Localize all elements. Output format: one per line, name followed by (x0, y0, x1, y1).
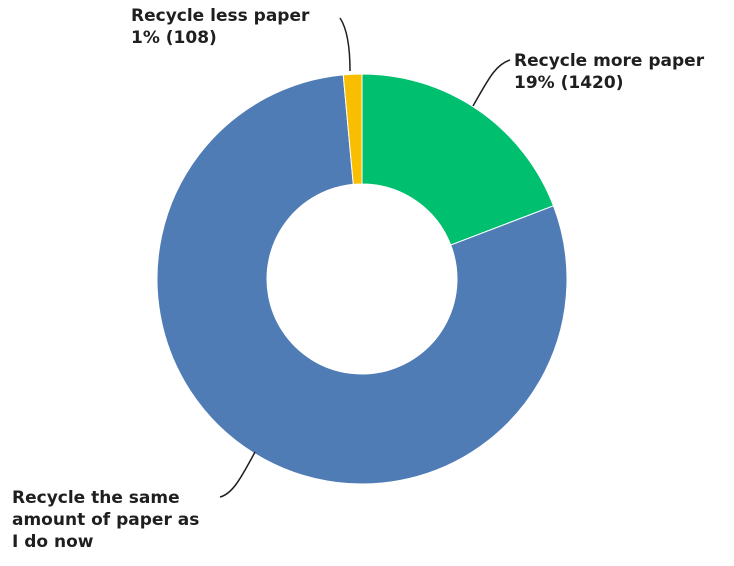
slice-label-line: Recycle the same (12, 488, 180, 508)
slice-label-line: 19% (1420) (514, 73, 623, 93)
slice-2 (156, 74, 568, 485)
leader-line-1 (472, 59, 511, 107)
slice-label-line: Recycle more paper (514, 51, 705, 71)
slice-label-line: 1% (108) (131, 28, 217, 48)
leader-line-2 (219, 451, 256, 498)
slice-label-3: Recycle less paper 1% (108) (131, 6, 310, 48)
slice-label-1: Recycle more paper 19% (1420) (514, 51, 705, 93)
slice-labels: Recycle more paper 19% (1420) Recycle the … (12, 6, 705, 552)
leader-line-3 (339, 17, 351, 72)
leader-lines (219, 17, 511, 498)
slice-label-line: amount of paper as (12, 510, 199, 530)
slice-1 (361, 73, 555, 246)
slice-label-2: Recycle the same amount of paper as I do n… (12, 488, 199, 552)
slice-3 (342, 73, 363, 185)
donut-slices (156, 73, 568, 485)
slice-label-line: Recycle less paper (131, 6, 310, 26)
slice-label-line: I do now (12, 532, 94, 552)
